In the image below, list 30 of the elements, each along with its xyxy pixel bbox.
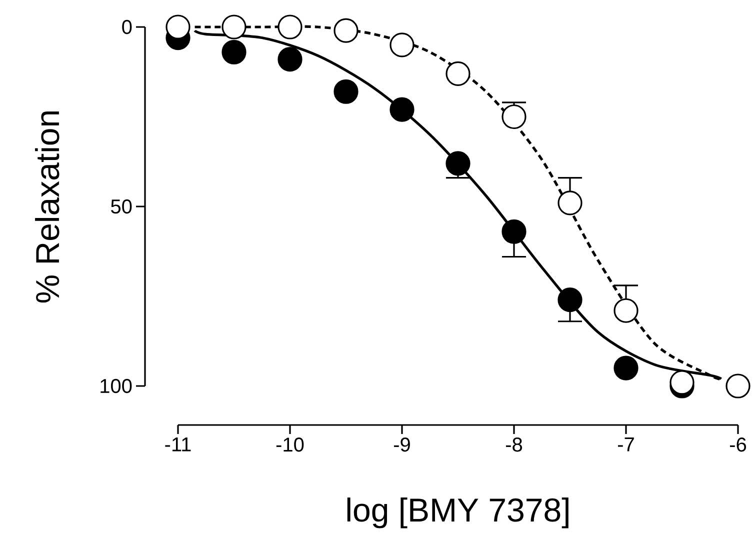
point: [334, 18, 358, 43]
x-tick-label: -8: [506, 438, 522, 452]
point: [446, 61, 470, 86]
x-tick-label: -9: [394, 438, 410, 452]
y-tick-label: 100: [100, 378, 132, 394]
point: [502, 219, 526, 244]
point: [726, 374, 750, 398]
point: [278, 14, 302, 40]
x-tick-label: -11: [165, 438, 191, 452]
point: [502, 104, 526, 130]
point: [614, 356, 638, 380]
point: [390, 32, 414, 58]
y-tick-label: 50: [111, 199, 132, 214]
point: [334, 79, 358, 104]
point: [278, 47, 302, 72]
point: [390, 97, 414, 122]
point: [446, 151, 470, 176]
y-tick-label: 0: [122, 20, 132, 34]
point: [222, 40, 246, 64]
y-axis-title: % Relaxation: [35, 112, 60, 303]
x-tick-label: -10: [276, 438, 304, 452]
point: [166, 14, 190, 40]
x-tick-label: -6: [730, 438, 746, 452]
point: [222, 14, 246, 40]
point: [558, 190, 582, 216]
x-axis-title: log [BMY 7378]: [347, 498, 568, 528]
point: [614, 298, 638, 323]
x-tick-label: -7: [618, 438, 634, 452]
point: [670, 370, 694, 395]
point: [558, 288, 582, 312]
